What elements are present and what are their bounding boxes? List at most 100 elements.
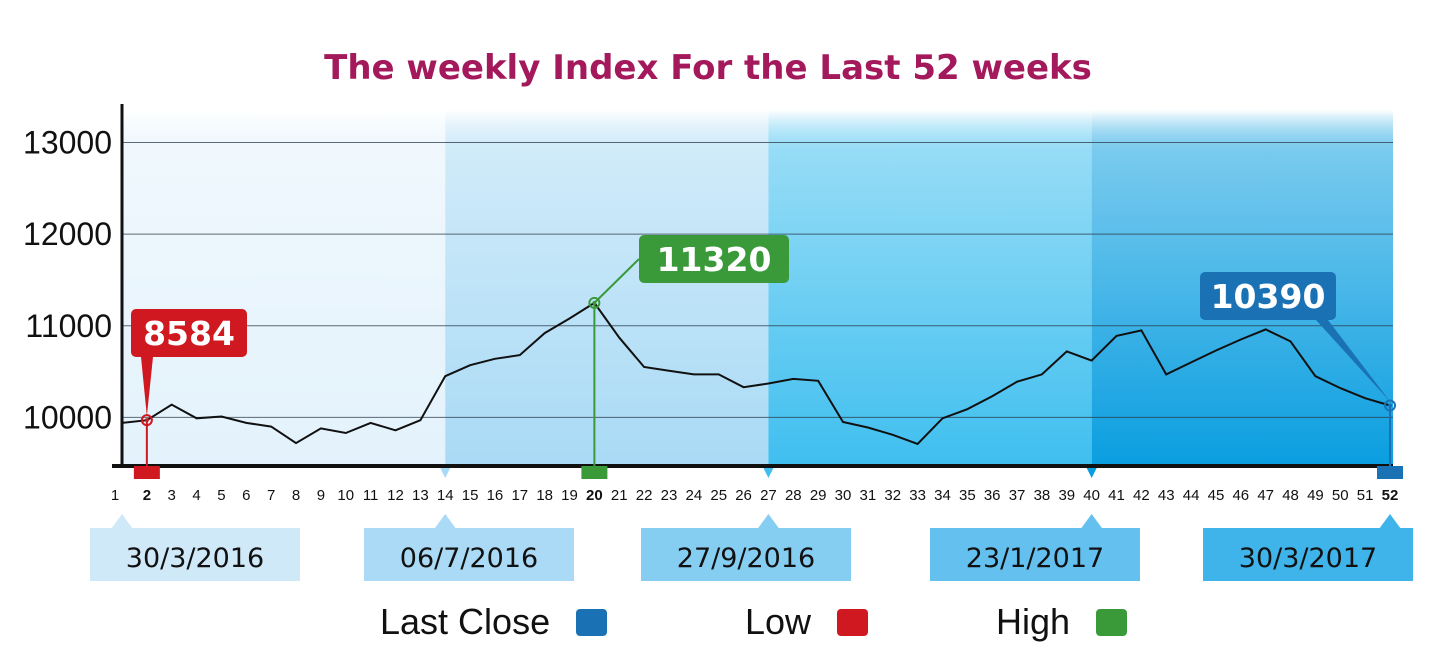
x-tick-30: 30 (835, 487, 852, 504)
x-tick-3: 3 (168, 487, 176, 504)
date-pointer-1 (111, 514, 133, 529)
point-dot-high (592, 300, 597, 305)
x-tick-10: 10 (337, 487, 354, 504)
x-tick-2: 2 (143, 487, 151, 504)
point-marker-last (1384, 399, 1396, 412)
y-tick-11000: 11000 (25, 308, 112, 344)
x-tick-43: 43 (1158, 487, 1175, 504)
y-tick-13000: 13000 (23, 124, 112, 160)
date-box-3 (641, 528, 851, 581)
x-tick-12: 12 (387, 487, 404, 504)
x-tick-32: 32 (884, 487, 901, 504)
date-label-2: 06/7/2016 (400, 543, 538, 574)
date-pointer-5 (1379, 514, 1401, 529)
legend-item-last-close: Last Close (380, 598, 608, 646)
x-tick-36: 36 (984, 487, 1001, 504)
date-box-2 (364, 528, 574, 581)
x-tick-19: 19 (561, 487, 578, 504)
x-tick-24: 24 (685, 487, 702, 504)
x-tick-50: 50 (1332, 487, 1349, 504)
x-tick-37: 37 (1009, 487, 1026, 504)
date-label-5: 30/3/2017 (1239, 543, 1377, 574)
axes (112, 104, 1403, 479)
legend-swatch-low (837, 608, 869, 636)
x-tick-13: 13 (412, 487, 429, 504)
period-band-3 (768, 110, 1092, 466)
date-box-5 (1203, 528, 1413, 581)
callout-label-low: 8584 (143, 314, 235, 353)
callout-pointer-high (593, 258, 640, 304)
date-box-1 (90, 528, 300, 581)
x-tick-14: 14 (437, 487, 454, 504)
x-tick-5: 5 (217, 487, 225, 504)
boundary-marker-27 (763, 468, 774, 478)
x-tick-28: 28 (785, 487, 802, 504)
callout-pointer-last (1316, 320, 1390, 402)
boundary-marker-14 (440, 468, 451, 478)
series-line-group (121, 301, 1391, 446)
legend-label-low: Low (745, 601, 812, 642)
x-tick-26: 26 (735, 487, 752, 504)
date-pointer-3 (757, 514, 780, 529)
legend-item-high: High (996, 598, 1128, 646)
callout-box-last (1200, 272, 1336, 320)
x-tick-17: 17 (511, 487, 528, 504)
x-tick-6: 6 (242, 487, 250, 504)
x-tick-33: 33 (909, 487, 926, 504)
x-tick-47: 47 (1257, 487, 1274, 504)
x-tick-31: 31 (860, 487, 877, 504)
x-tick-48: 48 (1282, 487, 1299, 504)
x-tick-45: 45 (1208, 487, 1225, 504)
y-tick-10000: 10000 (23, 399, 112, 435)
x-tick-49: 49 (1307, 487, 1324, 504)
legend-label-last-close: Last Close (380, 601, 551, 642)
callout-label-high: 11320 (657, 240, 772, 279)
x-tick-29: 29 (810, 487, 827, 504)
axis-marker-last (1377, 466, 1403, 479)
period-date-labels: 30/3/2016 06/7/2016 27/9/2016 23/1/2017 30/3… (90, 514, 1413, 581)
boundary-marker-40 (1086, 468, 1097, 478)
date-label-1: 30/3/2016 (126, 543, 264, 574)
x-tick-8: 8 (292, 487, 300, 504)
x-tick-21: 21 (611, 487, 628, 504)
gridlines (122, 141, 1393, 418)
callout-pointer-low (141, 357, 153, 417)
point-dot-last (1388, 403, 1392, 408)
series-line (121, 301, 1391, 446)
axis-marker-low (133, 466, 160, 479)
x-tick-39: 39 (1058, 487, 1075, 504)
x-tick-40: 40 (1083, 487, 1100, 504)
x-tick-4: 4 (192, 487, 200, 504)
x-tick-35: 35 (959, 487, 976, 504)
callout-label-last: 10390 (1211, 277, 1326, 316)
legend-item-low: Low (745, 598, 869, 646)
y-tick-labels: 10000 11000 12000 13000 (23, 124, 112, 435)
x-tick-16: 16 (487, 487, 504, 504)
chart-title: The weekly Index For the Last 52 weeks (324, 48, 1092, 88)
x-tick-44: 44 (1183, 487, 1200, 504)
x-tick-22: 22 (636, 487, 653, 504)
x-tick-15: 15 (462, 487, 479, 504)
x-tick-23: 23 (661, 487, 678, 504)
x-tick-46: 46 (1232, 487, 1249, 504)
x-tick-34: 34 (934, 487, 951, 504)
callout-box-low (131, 309, 247, 357)
legend-swatch-high (1096, 608, 1128, 636)
x-tick-38: 38 (1034, 487, 1051, 504)
legend-label-high: High (996, 601, 1071, 642)
point-dot-low (144, 418, 149, 423)
x-tick-11: 11 (363, 487, 379, 504)
x-tick-41: 41 (1108, 487, 1125, 504)
date-label-4: 23/1/2017 (966, 543, 1104, 574)
point-marker-high (588, 296, 601, 309)
x-tick-labels: 1 2 3 4 5 6 7 8 9 10 11 12 13 14 15 16 17 18 19 20 21 22 23 24 2… (111, 487, 1399, 504)
x-tick-7: 7 (267, 487, 275, 504)
x-tick-52: 52 (1382, 487, 1399, 504)
x-tick-42: 42 (1133, 487, 1150, 504)
date-pointer-4 (1080, 514, 1103, 529)
x-tick-9: 9 (317, 487, 325, 504)
callouts: 8584 11320 10390 (131, 235, 1396, 466)
x-tick-25: 25 (710, 487, 727, 504)
date-pointer-2 (434, 514, 457, 529)
